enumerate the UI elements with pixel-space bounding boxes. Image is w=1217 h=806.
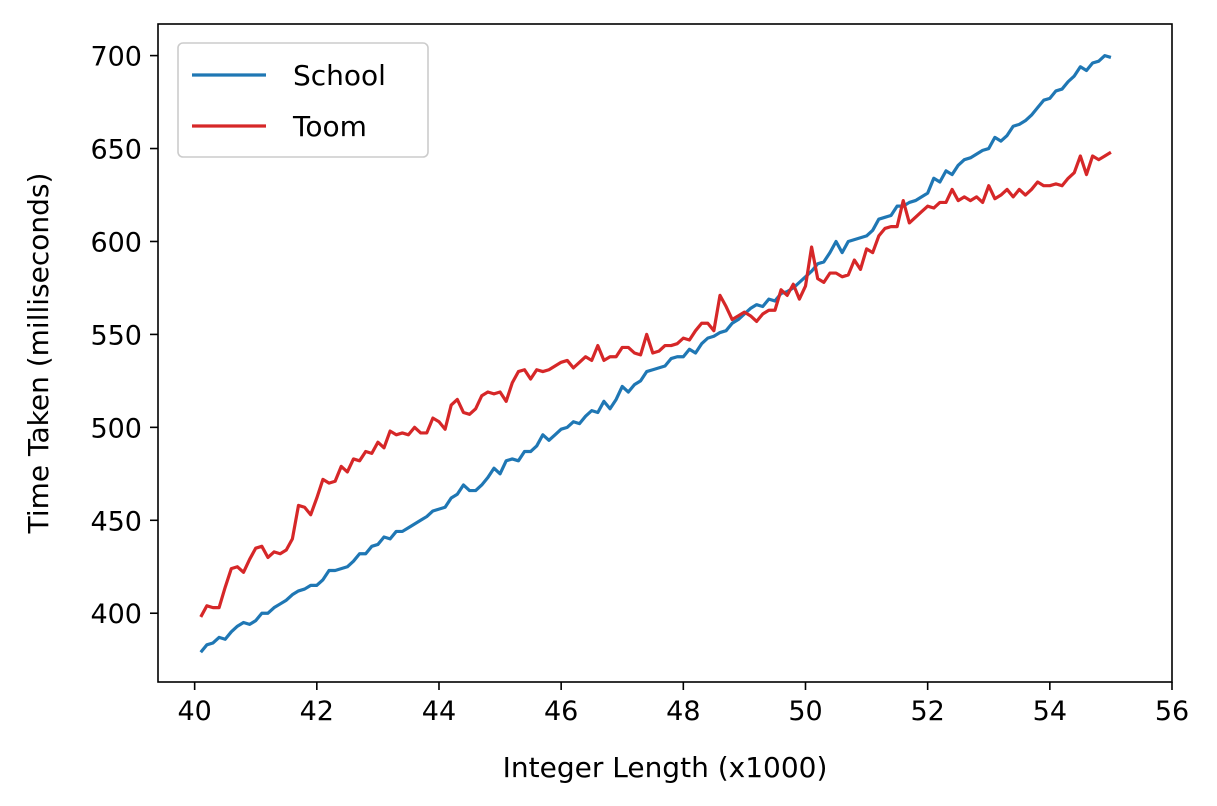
y-axis-label: Time Taken (milliseconds) [22,173,55,535]
y-tick-label: 500 [90,413,142,444]
x-tick-label: 56 [1155,696,1189,727]
x-axis-label: Integer Length (x1000) [503,751,828,784]
y-tick-label: 650 [90,135,142,166]
plot-area [199,54,1112,654]
axis-ticks: 40 42 44 46 48 50 52 54 56 400 450 500 550 600 650 700 [90,42,1189,727]
plot-frame [157,23,1173,683]
legend-label-toom: Toom [292,110,367,143]
x-tick-label: 42 [300,696,334,727]
y-tick-label: 450 [90,506,142,537]
x-tick-label: 54 [1033,696,1067,727]
x-tick-label: 48 [666,696,700,727]
x-tick-label: 40 [177,696,211,727]
x-tick-label: 50 [788,696,822,727]
legend-box [177,42,429,158]
x-tick-label: 52 [910,696,944,727]
x-tick-label: 46 [544,696,578,727]
y-tick-label: 700 [90,42,142,73]
series-line-school [199,54,1112,654]
y-tick-label: 550 [90,320,142,351]
series-line-toom [199,150,1112,618]
legend-label-school: School [293,59,386,92]
x-tick-label: 44 [422,696,456,727]
legend: School Toom [177,42,429,158]
y-tick-label: 400 [90,599,142,630]
y-tick-label: 600 [90,227,142,258]
